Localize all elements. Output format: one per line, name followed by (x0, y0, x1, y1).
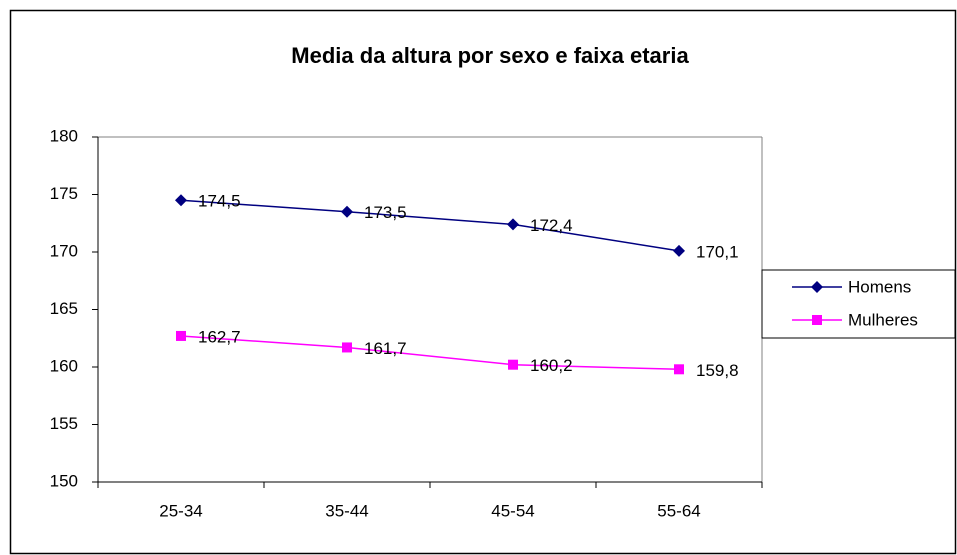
x-tick-label: 55-64 (657, 501, 700, 520)
chart-title: Media da altura por sexo e faixa etaria (291, 43, 689, 68)
y-tick-label: 170 (50, 241, 78, 260)
x-tick-label: 45-54 (491, 501, 534, 520)
y-tick-label: 180 (50, 126, 78, 145)
data-point (507, 218, 519, 231)
legend-box (761, 269, 956, 339)
data-point (176, 330, 186, 341)
data-label: 160,2 (530, 356, 573, 375)
data-label: 161,7 (364, 339, 407, 358)
data-point (673, 244, 685, 257)
y-tick-label: 160 (50, 356, 78, 375)
data-label: 162,7 (198, 327, 241, 346)
y-tick-label: 150 (50, 471, 78, 490)
data-label: 159,8 (696, 361, 739, 380)
legend-marker (811, 281, 823, 293)
data-point (674, 364, 684, 375)
legend-marker (812, 315, 822, 325)
data-point (342, 342, 352, 353)
legend-label: Homens (848, 277, 911, 296)
data-label: 173,5 (364, 203, 407, 222)
y-tick-label: 155 (50, 414, 78, 433)
y-tick-label: 165 (50, 299, 78, 318)
data-point (508, 359, 518, 370)
legend-label: Mulheres (848, 310, 918, 329)
y-tick-label: 175 (50, 184, 78, 203)
data-label: 174,5 (198, 192, 241, 211)
series-line (180, 199, 680, 252)
x-tick-label: 25-34 (159, 501, 202, 520)
series-line (180, 335, 680, 371)
data-point (175, 194, 187, 207)
data-label: 170,1 (696, 242, 739, 261)
data-point (341, 205, 353, 218)
x-tick-label: 35-44 (325, 501, 368, 520)
data-label: 172,4 (530, 216, 573, 235)
